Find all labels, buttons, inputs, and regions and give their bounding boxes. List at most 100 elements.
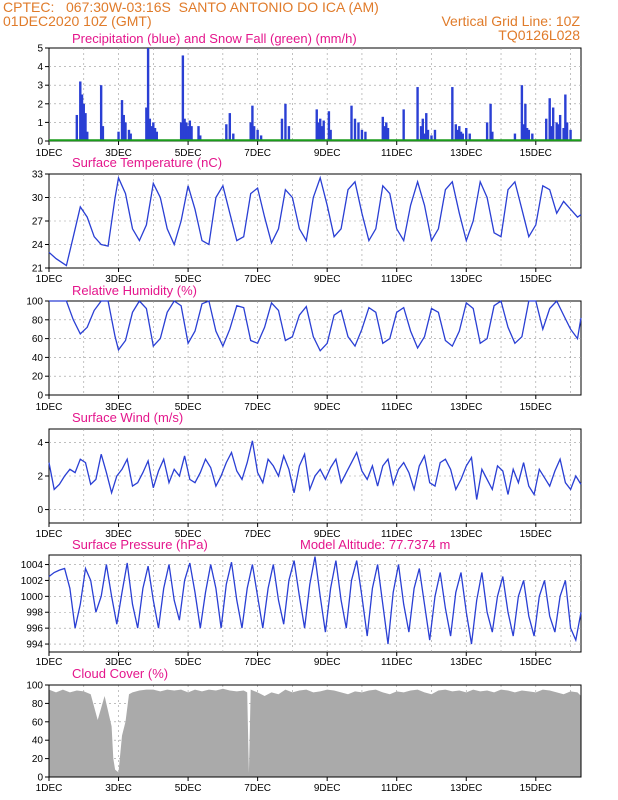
precip-bar [183, 118, 186, 141]
pres-ytick-label: 996 [26, 624, 43, 635]
header-line2-left: 01DEC2020 10Z (GMT) [3, 13, 152, 29]
wind-xtick-label: 9DEC [314, 529, 341, 540]
rh-ytick-label: 40 [32, 353, 44, 364]
pres-frame [48, 554, 582, 653]
precip-bar [458, 126, 461, 141]
rh-ytick-label: 80 [32, 315, 44, 326]
temp-ytick-label: 30 [32, 193, 44, 204]
header-line1: CPTEC: 067:30W-03:16S SANTO ANTONIO DO I… [3, 0, 379, 15]
precip-bar [350, 105, 353, 141]
precip-bar [199, 135, 202, 141]
rh-frame [48, 300, 582, 396]
precip-bar [327, 111, 331, 141]
temp-ytick-label: 33 [32, 170, 44, 181]
precip-bar [551, 107, 555, 141]
cloud-xtick-label: 15DEC [520, 783, 552, 794]
precip-bar [86, 131, 89, 141]
precip-bar [383, 126, 386, 141]
precip-bar [129, 133, 132, 141]
wind-ytick-label: 4 [37, 438, 43, 449]
precip-bar [454, 124, 458, 141]
precip-bar [423, 133, 426, 141]
rh-xtick-label: 1DEC [36, 402, 63, 413]
rh-ytick-label: 100 [26, 297, 43, 308]
precip-bar [153, 127, 157, 141]
cloud-frame-top [48, 684, 582, 778]
wind-xtick-label: 5DEC [175, 529, 202, 540]
precip-bar [402, 109, 405, 141]
precip-bar [524, 103, 527, 141]
precip-bar [122, 114, 125, 141]
precip-bar [280, 118, 284, 141]
temp-ytick-label: 21 [32, 264, 44, 275]
precip-bar [357, 122, 360, 141]
pres-xtick-label: 13DEC [450, 657, 482, 668]
pres-panel: 994 996 998 1000 1002 1004 1DEC 3DEC 5DEC 7DEC 9DE… [21, 537, 582, 668]
precip-bar [188, 120, 192, 141]
cloud-xtick-label: 13DEC [450, 783, 482, 794]
precip-bar [322, 120, 325, 141]
precip-bar [525, 127, 529, 141]
pres-ytick-label: 1002 [21, 576, 44, 587]
temp-series-line [48, 175, 582, 267]
precip-bar [461, 133, 464, 141]
wind-panel: 0 2 4 1DEC 3DEC 5DEC 7DEC 9DEC 11DEC 13DEC 15DEC Su… [36, 410, 582, 540]
precip-bar [564, 94, 567, 141]
cloud-xtick-label: 7DEC [244, 783, 271, 794]
precip-bar [386, 127, 390, 141]
precip-bar [569, 129, 572, 141]
precip-bar [145, 107, 148, 141]
temp-panel: 21 24 27 30 33 1DEC 3DEC 5DEC 7DEC 9DEC 11DEC 13DEC… [32, 155, 582, 285]
precip-bar [197, 126, 200, 141]
header-line3-right: TQ0126L028 [498, 27, 580, 43]
pres-ytick-label: 1004 [21, 560, 44, 571]
cloud-area [49, 688, 581, 777]
precip-bar [259, 135, 263, 141]
pres-xtick-label: 7DEC [244, 657, 271, 668]
pres-ytick-label: 998 [26, 608, 43, 619]
wind-title: Surface Wind (m/s) [72, 410, 183, 425]
temp-title: Surface Temperature (nC) [72, 155, 222, 170]
precip-bar [433, 129, 437, 141]
precip-bar [148, 118, 152, 141]
temp-xtick-label: 11DEC [381, 274, 413, 285]
rh-title: Relative Humidity (%) [72, 283, 197, 298]
precip-bar [485, 122, 489, 141]
rh-xtick-label: 13DEC [450, 402, 482, 413]
precip-bar [421, 118, 424, 141]
precip-bar [150, 126, 153, 141]
header-line2-right: Vertical Grid Line: 10Z [441, 13, 580, 29]
precip-bar [124, 122, 127, 141]
cloud-xtick-label: 1DEC [36, 783, 63, 794]
precip-bar [317, 122, 320, 141]
temp-xtick-label: 5DEC [175, 274, 202, 285]
pres-series-line [48, 556, 582, 645]
wind-xtick-label: 7DEC [244, 529, 271, 540]
temp-xtick-label: 9DEC [314, 274, 341, 285]
precip-bar [99, 85, 103, 141]
precip-bar [249, 122, 252, 141]
cloud-ytick-label: 60 [32, 717, 44, 728]
wind-series-line [48, 440, 582, 500]
precip-xtick-label: 3DEC [105, 148, 132, 159]
rh-xtick-label: 3DEC [105, 402, 132, 413]
cloud-xtick-label: 9DEC [314, 783, 341, 794]
precip-bar [531, 133, 534, 141]
temp-ytick-label: 27 [32, 217, 44, 228]
precip-bar [465, 127, 468, 141]
precip-bar [225, 124, 228, 141]
precip-bar [146, 48, 150, 141]
precip-bar [120, 100, 124, 141]
precip-bar [190, 126, 193, 141]
rh-xtick-label: 7DEC [244, 402, 271, 413]
precip-bar [284, 103, 287, 141]
wind-ytick-label: 0 [37, 505, 43, 516]
precip-bar [558, 114, 562, 141]
precip-bar [75, 114, 79, 141]
precip-bar [456, 129, 459, 141]
precip-bar [252, 126, 256, 141]
precip-xtick-label: 7DEC [244, 148, 271, 159]
temp-xtick-label: 3DEC [105, 274, 132, 285]
pres-xtick-label: 9DEC [314, 657, 341, 668]
